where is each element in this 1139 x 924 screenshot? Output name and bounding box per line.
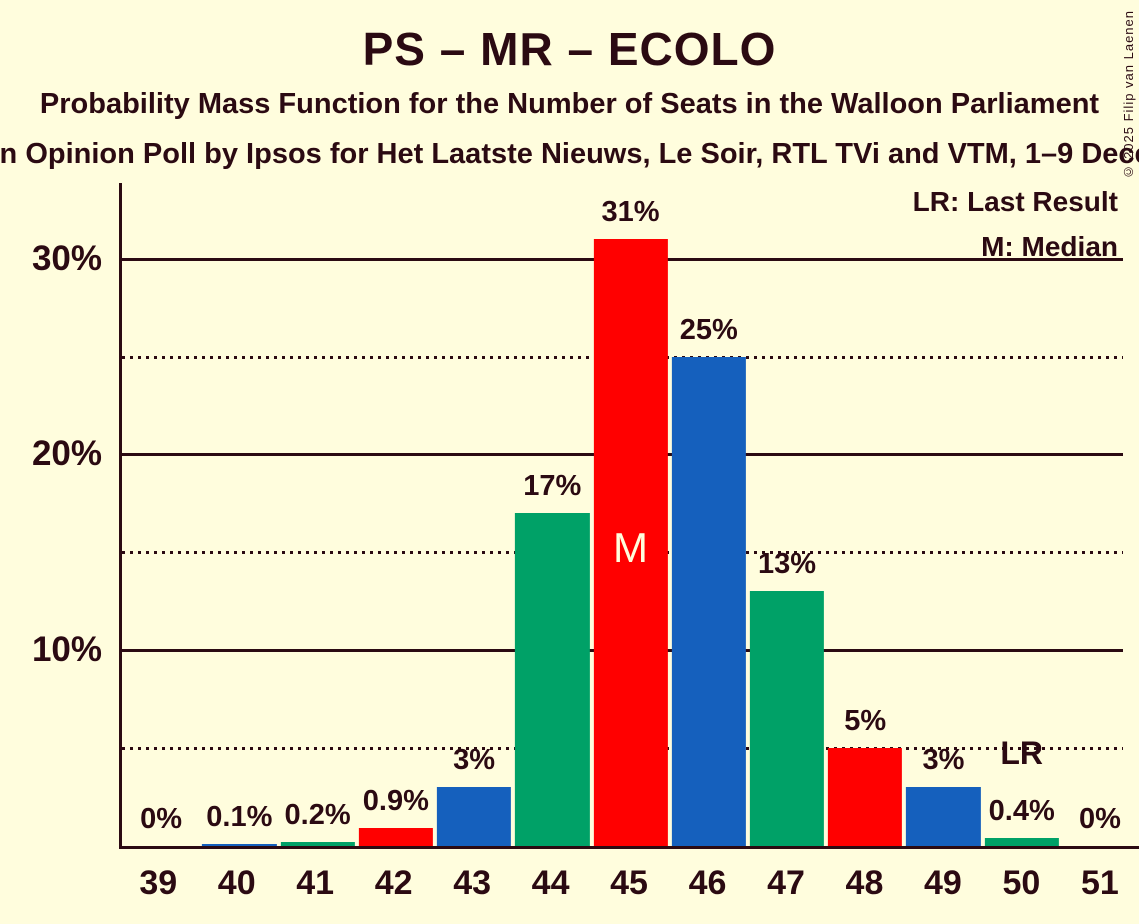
bar-40 bbox=[202, 844, 277, 846]
bar-slot-50: 0.4% LR bbox=[983, 183, 1061, 846]
value-label-47: 13% bbox=[757, 548, 817, 580]
x-axis-label-50: 50 bbox=[1002, 864, 1041, 902]
bar-41 bbox=[280, 842, 355, 846]
x-axis-label-41: 41 bbox=[296, 864, 335, 902]
x-axis-label-47: 47 bbox=[767, 864, 805, 902]
value-label-41: 0.2% bbox=[284, 799, 351, 831]
value-label-50: 0.4% bbox=[988, 795, 1055, 827]
bar-slot-40: 0.1% bbox=[200, 183, 278, 846]
value-label-51: 0% bbox=[1078, 803, 1121, 835]
bar-48 bbox=[828, 748, 903, 846]
legend-median: M: Median bbox=[981, 231, 1118, 262]
legend-last-result: LR: Last Result bbox=[912, 186, 1118, 217]
y-axis-label-30: 30% bbox=[31, 238, 102, 278]
value-label-49: 3% bbox=[922, 744, 965, 776]
plot-area: 0% 0.1% 0.2% 0.9% 3% 17% 31% M 25% 13% 5% 3% 0.4% LR 0… bbox=[119, 183, 1139, 849]
value-label-43: 3% bbox=[453, 744, 496, 776]
x-axis-label-46: 46 bbox=[688, 864, 727, 902]
bar-50 bbox=[984, 838, 1059, 846]
chart-title: PS – MR – ECOLO bbox=[362, 23, 777, 75]
x-axis-label-43: 43 bbox=[453, 864, 492, 902]
x-axis-label-49: 49 bbox=[924, 864, 962, 902]
bar-slot-46: 25% bbox=[670, 183, 748, 846]
x-axis-label-40: 40 bbox=[217, 864, 256, 902]
median-marker: M bbox=[613, 524, 649, 571]
bar-slot-45: 31% M bbox=[591, 183, 669, 846]
value-label-44: 17% bbox=[523, 470, 582, 502]
chart-source-line: Based on an Opinion Poll by Ipsos for He… bbox=[0, 138, 1139, 170]
copyright-notice: © 2025 Filip van Laenen bbox=[1121, 10, 1136, 180]
x-axis-label-51: 51 bbox=[1080, 864, 1119, 902]
x-axis-label-44: 44 bbox=[531, 864, 570, 902]
value-label-39: 0% bbox=[140, 803, 183, 835]
bar-slot-42: 0.9% bbox=[357, 183, 435, 846]
value-label-48: 5% bbox=[844, 705, 887, 737]
bar-slot-48: 5% bbox=[826, 183, 904, 846]
value-label-45: 31% bbox=[601, 196, 660, 228]
bar-45 bbox=[593, 239, 668, 846]
bar-49 bbox=[906, 787, 981, 846]
bar-slot-47: 13% bbox=[748, 183, 826, 846]
chart-subtitle: Probability Mass Function for the Number… bbox=[39, 88, 1100, 120]
bar-slot-49: 3% bbox=[904, 183, 982, 846]
x-axis-label-39: 39 bbox=[139, 864, 178, 902]
value-label-40: 0.1% bbox=[206, 801, 273, 833]
x-axis-label-45: 45 bbox=[610, 864, 648, 902]
y-axis-label-10: 10% bbox=[31, 630, 102, 670]
bar-slot-44: 17% bbox=[513, 183, 591, 846]
last-result-marker: LR bbox=[1000, 735, 1044, 771]
bars-layer: 0% 0.1% 0.2% 0.9% 3% 17% 31% M 25% 13% 5% 3% 0.4% LR 0… bbox=[122, 183, 1139, 846]
bar-47 bbox=[749, 591, 825, 846]
x-axis-label-48: 48 bbox=[845, 864, 884, 902]
bar-slot-39: 0% bbox=[122, 183, 200, 846]
x-axis-labels: 39 40 41 42 43 44 45 46 47 48 49 50 51 bbox=[119, 864, 1139, 903]
x-axis-label-42: 42 bbox=[374, 864, 413, 902]
value-label-42: 0.9% bbox=[362, 785, 429, 817]
bar-slot-51: 0% bbox=[1061, 183, 1139, 846]
value-label-46: 25% bbox=[679, 314, 738, 346]
bar-44 bbox=[515, 513, 590, 846]
bar-46 bbox=[671, 357, 746, 846]
bar-42 bbox=[358, 828, 433, 846]
bar-43 bbox=[436, 787, 512, 846]
y-axis-label-20: 20% bbox=[31, 434, 102, 474]
bar-slot-43: 3% bbox=[435, 183, 513, 846]
bar-slot-41: 0.2% bbox=[278, 183, 356, 846]
